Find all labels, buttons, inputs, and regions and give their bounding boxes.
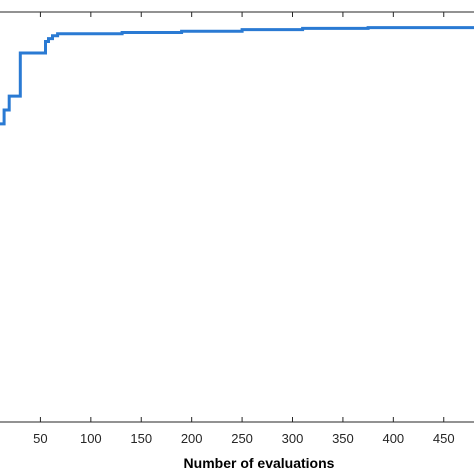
x-tick-label: 250 — [231, 431, 253, 446]
x-tick-label: 150 — [130, 431, 152, 446]
x-tick-label: 300 — [282, 431, 304, 446]
x-ticks — [39, 12, 445, 422]
x-axis-title: Number of evaluations — [184, 455, 335, 471]
x-tick-label: 350 — [332, 431, 354, 446]
plot-area: 50 100 150 200 250 300 350 400 450 — [0, 11, 474, 446]
x-tick-label: 450 — [433, 431, 455, 446]
series-line-0 — [0, 26, 474, 126]
x-tick-label: 200 — [181, 431, 203, 446]
x-tick-label: 100 — [80, 431, 102, 446]
x-tick-labels: 50 100 150 200 250 300 350 400 450 — [33, 431, 454, 446]
series-layer — [0, 26, 474, 126]
x-tick-label: 400 — [382, 431, 404, 446]
x-tick-label: 50 — [33, 431, 47, 446]
